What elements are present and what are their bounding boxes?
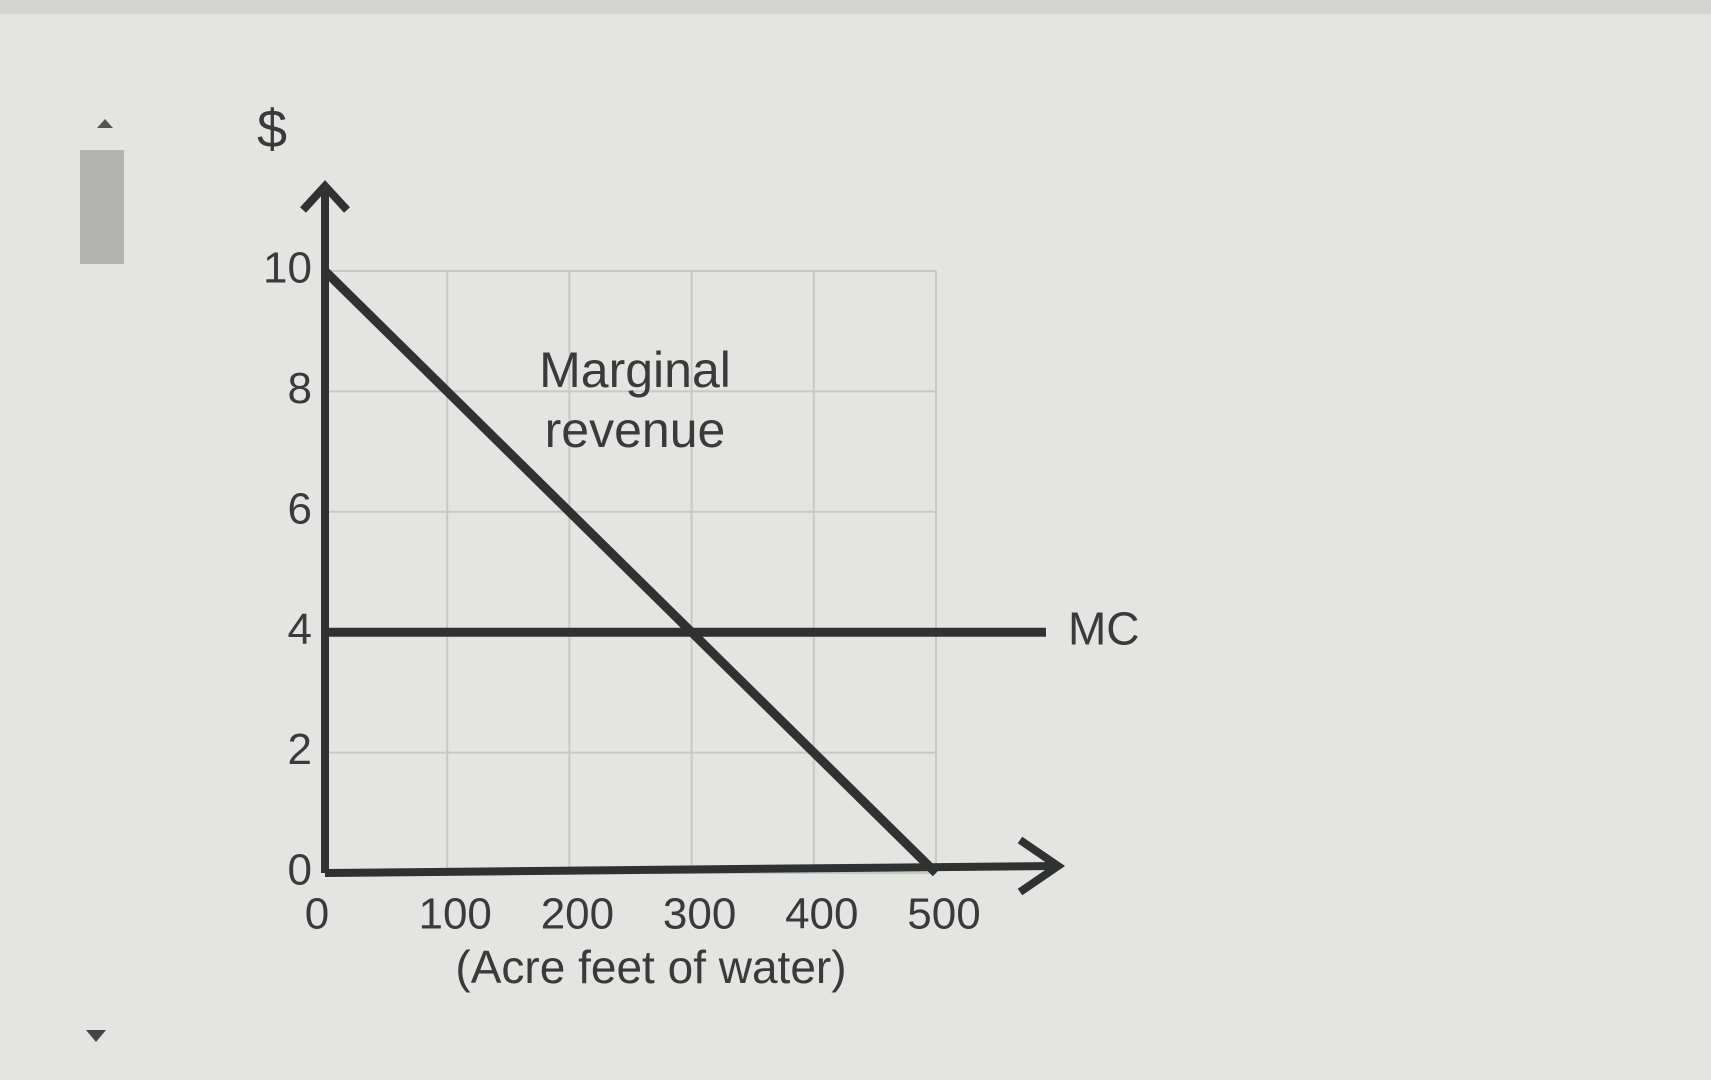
y-tick-label: 4 xyxy=(288,605,312,654)
series-line xyxy=(321,267,940,877)
x-tick-label: 100 xyxy=(418,890,491,939)
y-tick-label: 10 xyxy=(263,244,312,293)
x-axis-label: (Acre feet of water) xyxy=(455,941,846,993)
x-tick-label: 0 xyxy=(305,890,329,939)
series-label: MC xyxy=(1068,602,1140,654)
x-tick-label: 200 xyxy=(541,890,614,939)
y-axis-label: $ xyxy=(257,99,287,159)
scroll-up-arrow[interactable] xyxy=(97,119,113,128)
x-tick-label: 400 xyxy=(785,890,858,939)
y-tick-label: 8 xyxy=(288,364,312,413)
scroll-down-arrow[interactable] xyxy=(86,1030,106,1042)
y-tick-label: 6 xyxy=(288,484,312,533)
x-axis-arrow xyxy=(1017,836,1066,896)
x-tick-label: 300 xyxy=(663,890,736,939)
y-tick-label: 0 xyxy=(288,846,312,895)
x-tick-label: 500 xyxy=(907,890,980,939)
scrollbar-thumb[interactable] xyxy=(80,150,124,264)
top-border xyxy=(0,0,1711,14)
y-tick-label: 2 xyxy=(288,725,312,774)
series-label: Marginal revenue xyxy=(539,342,731,458)
y-axis-arrow xyxy=(300,180,350,213)
